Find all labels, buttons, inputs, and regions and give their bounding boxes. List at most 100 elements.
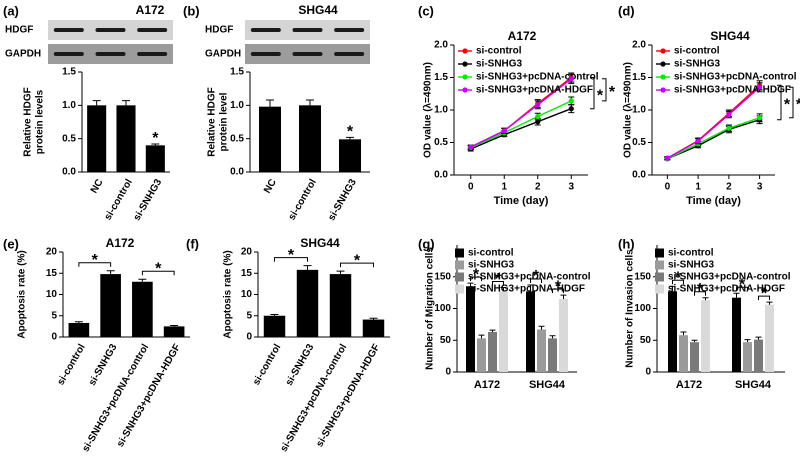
annotation: * [347,124,354,141]
y-tick-label: 0 [645,367,651,378]
bar [754,339,763,372]
error-bar [138,278,147,282]
data-point [535,102,541,108]
error-bar [122,100,130,106]
legend-swatch [455,260,464,270]
bar [743,342,752,372]
bar [329,274,352,337]
bar [690,342,699,372]
y-tick-label: 50 [640,335,652,346]
panel-label: (d) [618,3,635,18]
panel-label: (g) [418,236,435,251]
x-tick-label: si-SNHG3+pcDNA-HDGF [115,342,183,449]
y-tick-label: 0.0 [434,170,448,181]
bracket [340,262,374,268]
y-tick-label: 0.0 [62,167,76,178]
panel-label: (e) [3,236,19,251]
bar [477,338,486,372]
blot-band [250,28,281,32]
y-tick-label: 100 [434,303,451,314]
y-tick-label: 2.0 [632,40,646,51]
error-bar [680,331,687,336]
x-tick-label: 1 [501,182,507,193]
bracket [758,295,770,301]
legend-swatch [655,260,664,270]
bar [100,274,121,337]
panel-label: (f) [186,236,199,251]
bracket [552,288,564,294]
data-point [568,98,574,104]
y-tick-label: 5 [51,310,57,321]
blot-band [137,52,168,56]
x-tick-label: A172 [676,379,702,391]
y-tick-label: 1.5 [434,72,448,83]
x-tick-label: NC [89,177,106,195]
y-tick-label: 150 [434,271,451,282]
data-point [535,113,541,120]
x-tick-label: SHG44 [529,379,566,391]
y-tick-label: 15 [46,268,58,279]
series-line [470,108,572,150]
annotation: * [784,97,791,114]
error-bar [744,339,751,343]
error-bar [270,313,279,316]
legend-label: si-SNHG3+pcDNA-HDGF [468,284,585,295]
panel-label: (h) [618,236,635,251]
blot-band [250,52,281,56]
x-tick-label: 0 [665,182,671,193]
bar [145,145,165,172]
error-bar [669,285,676,292]
legend-label: si-SNHG3+pcDNA-HDGF [668,284,785,295]
y-tick-label: 0 [445,367,451,378]
legend-marker [462,61,468,67]
error-bar [478,334,485,339]
series-line [667,117,760,160]
x-axis-label: Time (day) [494,195,549,207]
y-axis-label: Number of Invasion cells [625,249,636,368]
legend-label: si-SNHG3+pcDNA-control [476,72,599,83]
bracket [274,257,308,262]
blot-label: HDGF [5,25,33,36]
y-tick-label: 0.0 [632,170,646,181]
bar [488,331,497,372]
bar [679,335,688,372]
y-axis-label: OD value (λ=490nm) [623,62,634,158]
x-tick-label: si-SNHG3+pcDNA-control [279,342,350,454]
error-bar [106,270,115,275]
blot-band [334,52,365,56]
x-tick-label: 1 [695,182,701,193]
bar [668,291,677,372]
blot-label: GAPDH [5,49,41,60]
chart-title: A172 [508,29,537,43]
y-tick-label: 0.0 [230,167,244,178]
error-bar [266,99,274,107]
y-tick-label: 50 [440,335,452,346]
y-axis-label: protein level [219,92,230,151]
data-point [664,155,670,161]
annotation: * [609,84,616,101]
blot-band [95,28,126,32]
bar [548,338,557,372]
legend-label: si-SNHG3+pcDNA-HDGF [476,85,593,96]
bracket [694,291,706,296]
y-axis-label: Number of Migration cells [425,247,436,370]
blot-band [53,52,84,56]
x-tick-label: 3 [568,182,574,193]
legend-marker [462,87,468,93]
bar [339,139,361,172]
data-point [568,106,574,112]
legend-swatch [455,272,464,282]
blot-label: GAPDH [205,49,241,60]
x-tick-label: si-control [251,342,283,387]
panel-label: (b) [183,3,200,18]
x-tick-label: A172 [474,379,500,391]
y-tick-label: 1.5 [62,67,76,78]
y-axis-label: Relative HDGF [207,87,218,156]
bracket [78,262,112,267]
bar [68,322,90,337]
error-bar [755,336,762,340]
y-axis-label: protein levels [35,89,46,154]
x-tick-label: 2 [726,182,732,193]
bar [466,286,475,372]
y-tick-label: 1.0 [230,100,244,111]
